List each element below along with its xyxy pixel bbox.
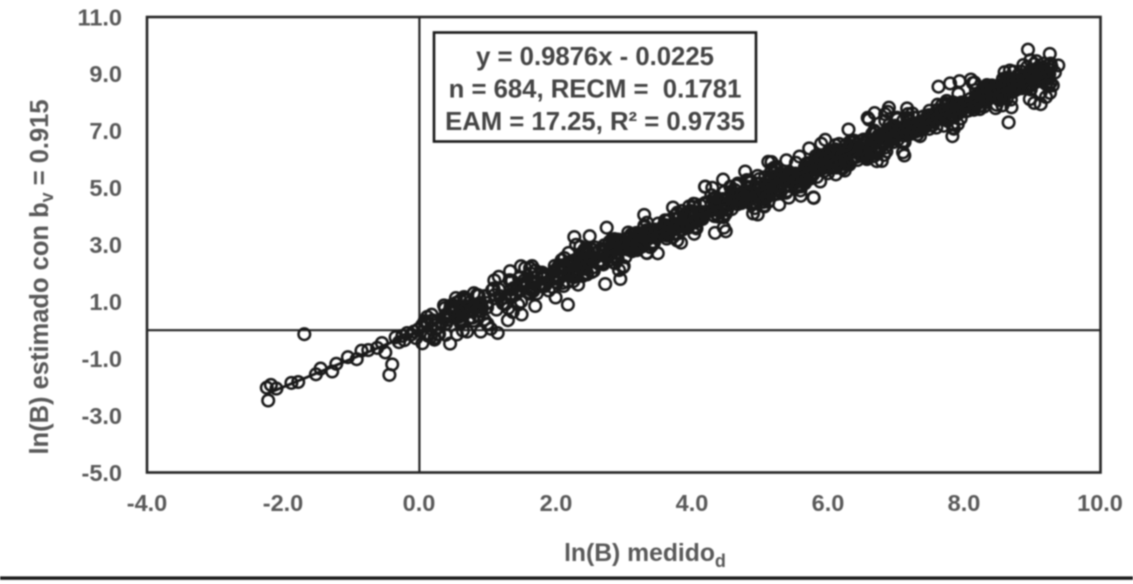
svg-text:-3.0: -3.0	[82, 403, 123, 429]
svg-text:10.0: 10.0	[1077, 490, 1123, 516]
svg-text:EAM = 17.25, R² = 0.9735: EAM = 17.25, R² = 0.9735	[445, 108, 745, 136]
svg-text:2.0: 2.0	[540, 490, 573, 516]
svg-text:4.0: 4.0	[676, 490, 709, 516]
svg-text:ln(B) estimado con bv = 0.915: ln(B) estimado con bv = 0.915	[26, 99, 57, 454]
svg-text:1.0: 1.0	[89, 289, 122, 315]
svg-text:7.0: 7.0	[89, 118, 122, 144]
svg-text:-4.0: -4.0	[127, 490, 168, 516]
svg-text:6.0: 6.0	[812, 490, 845, 516]
svg-text:n = 684, RECM = 0.1781: n = 684, RECM = 0.1781	[449, 76, 742, 104]
svg-text:ln(B) medidod: ln(B) medidod	[564, 540, 726, 571]
svg-text:y = 0.9876x - 0.0225: y = 0.9876x - 0.0225	[476, 43, 714, 71]
svg-text:-1.0: -1.0	[82, 346, 123, 372]
svg-text:3.0: 3.0	[89, 232, 122, 258]
svg-text:5.0: 5.0	[89, 175, 122, 201]
svg-text:11.0: 11.0	[78, 4, 122, 30]
svg-text:8.0: 8.0	[948, 490, 981, 516]
svg-text:9.0: 9.0	[89, 61, 122, 87]
svg-text:-2.0: -2.0	[263, 490, 304, 516]
svg-text:-5.0: -5.0	[82, 460, 123, 486]
svg-text:0.0: 0.0	[403, 490, 436, 516]
